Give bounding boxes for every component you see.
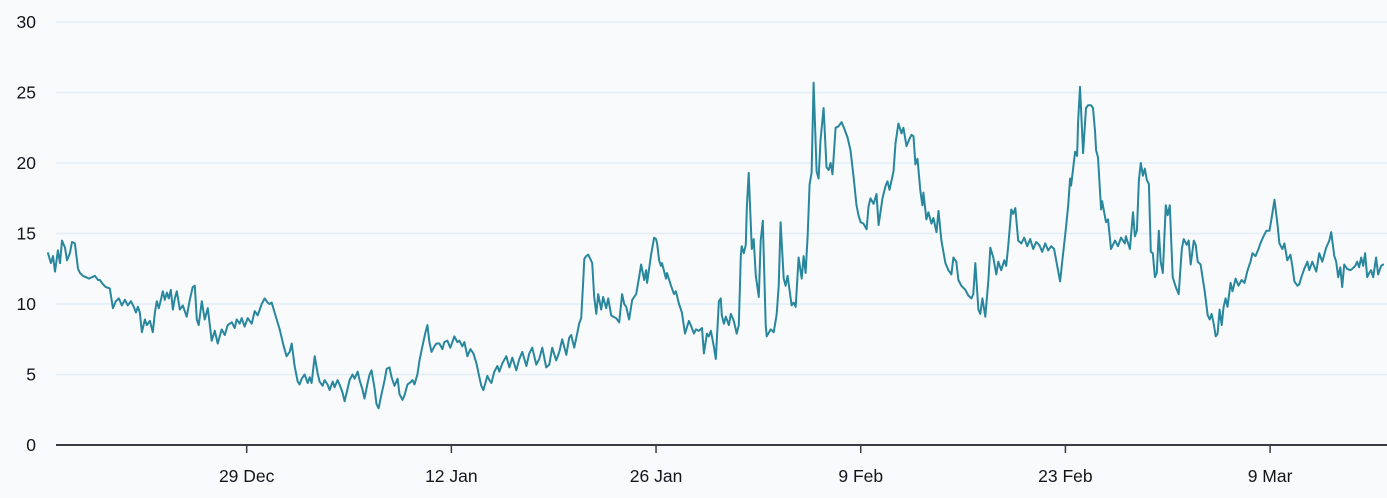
x-axis-label-12-jan: 12 Jan bbox=[425, 466, 478, 486]
x-axis-label-29-dec: 29 Dec bbox=[219, 466, 275, 486]
y-axis-label-5: 5 bbox=[26, 365, 36, 385]
y-axis-label-25: 25 bbox=[17, 83, 36, 103]
data-series-line bbox=[47, 81, 1385, 410]
y-axis-label-10: 10 bbox=[17, 294, 37, 314]
y-axis-label-30: 30 bbox=[17, 12, 37, 32]
y-axis-label-20: 20 bbox=[17, 153, 37, 173]
x-axis-label-23-feb: 23 Feb bbox=[1038, 466, 1092, 486]
y-axis-label-0: 0 bbox=[26, 435, 36, 455]
x-axis-label-26-jan: 26 Jan bbox=[630, 466, 683, 486]
y-axis-label-15: 15 bbox=[17, 224, 36, 244]
x-axis-label-9-feb: 9 Feb bbox=[838, 466, 883, 486]
x-axis-label-9-mar: 9 Mar bbox=[1248, 466, 1293, 486]
